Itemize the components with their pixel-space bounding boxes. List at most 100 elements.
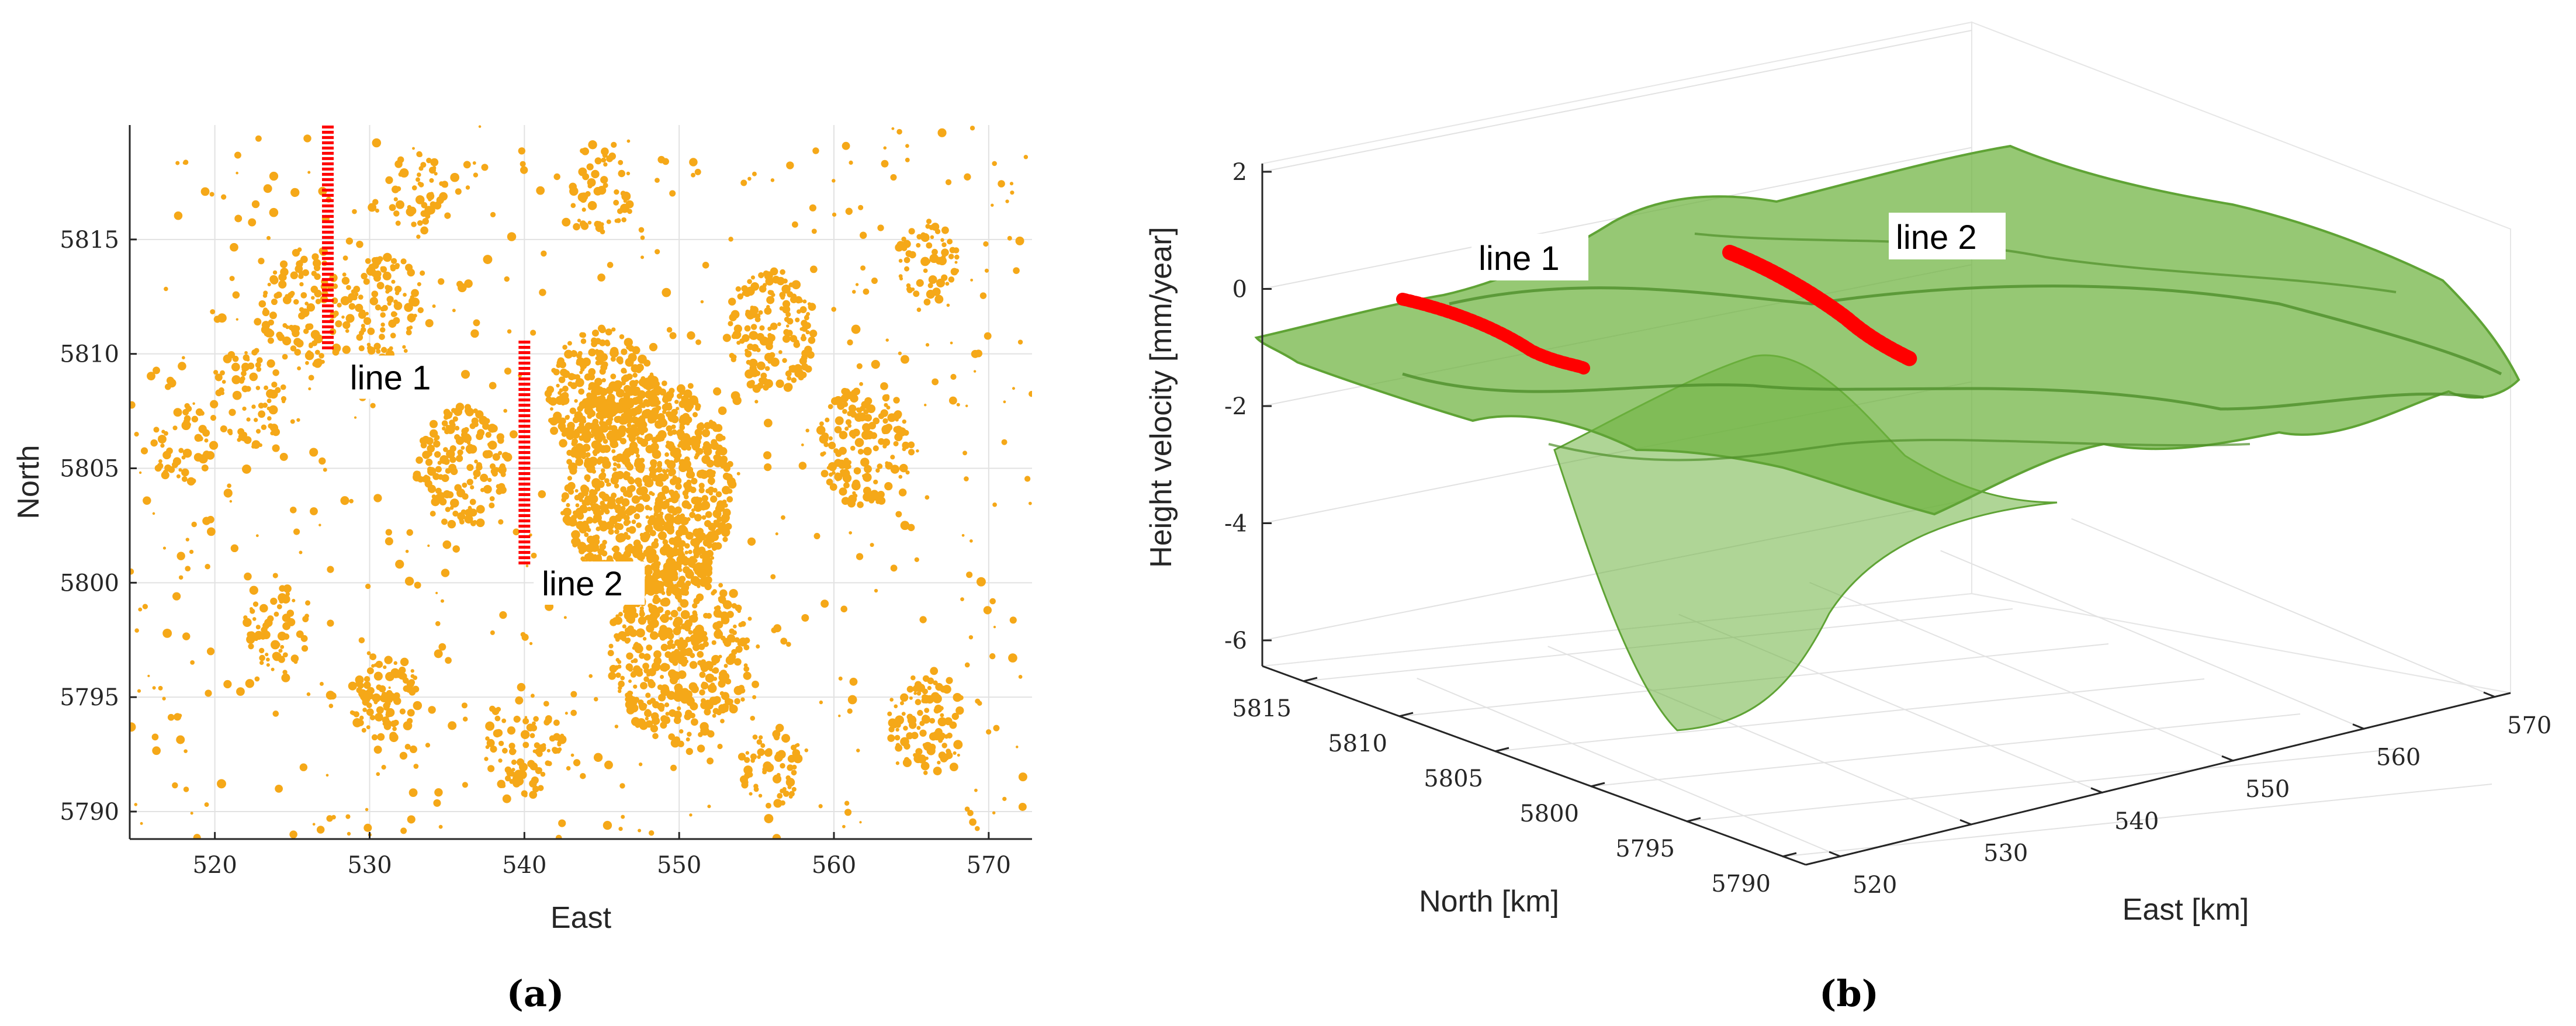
urban-area-point — [775, 751, 781, 757]
urban-area-point — [580, 338, 587, 344]
urban-area-point — [205, 689, 212, 697]
urban-area-point — [311, 296, 315, 300]
urban-area-point — [883, 146, 887, 150]
urban-area-point — [746, 286, 755, 296]
urban-area-point — [615, 672, 621, 678]
urban-area-point — [770, 574, 776, 580]
urban-area-point — [695, 405, 701, 411]
urban-area-point — [359, 715, 364, 720]
urban-area-point — [172, 457, 182, 466]
urban-area-point — [358, 310, 366, 319]
urban-area-point — [372, 693, 381, 703]
urban-area-point — [970, 126, 975, 131]
urban-area-point — [766, 802, 771, 809]
urban-area-point — [223, 680, 232, 689]
urban-area-point — [907, 524, 915, 532]
urban-area-point — [377, 256, 383, 262]
urban-area-point — [392, 726, 397, 732]
urban-area-point — [193, 834, 201, 839]
urban-area-point — [629, 441, 638, 450]
urban-area-point — [439, 498, 447, 506]
urban-area-point — [805, 330, 810, 335]
urban-area-point — [249, 585, 258, 595]
urban-area-point — [536, 186, 545, 195]
urban-area-point — [745, 350, 752, 358]
urban-area-point — [640, 682, 648, 690]
urban-area-point — [730, 637, 736, 643]
urban-area-point — [154, 465, 162, 472]
urban-area-point — [638, 354, 647, 364]
urban-area-point — [197, 411, 202, 416]
urban-area-point — [695, 339, 701, 345]
urban-area-point — [559, 439, 567, 448]
urban-area-point — [964, 173, 971, 181]
urban-area-point — [764, 463, 772, 472]
urban-area-point — [258, 403, 264, 409]
urban-area-point — [514, 770, 524, 779]
urban-area-point — [696, 422, 705, 431]
urban-area-point — [251, 404, 256, 409]
urban-area-point — [642, 493, 650, 502]
urban-area-point — [745, 751, 750, 755]
urban-area-point — [688, 558, 696, 566]
urban-area-point — [241, 385, 249, 393]
urban-area-point — [812, 147, 819, 154]
urban-area-point — [697, 744, 705, 753]
urban-area-point — [348, 303, 356, 310]
urban-area-point — [910, 715, 916, 721]
urban-area-point — [618, 612, 623, 617]
urban-area-point — [673, 538, 683, 548]
urban-area-point — [992, 161, 997, 167]
urban-area-point — [617, 508, 622, 512]
urban-area-point — [898, 351, 902, 355]
urban-area-point — [300, 308, 310, 317]
urban-area-point — [176, 474, 181, 479]
urban-area-point — [375, 660, 383, 668]
urban-area-point — [356, 240, 363, 248]
urban-area-point — [139, 471, 142, 474]
urban-area-point — [894, 734, 901, 741]
urban-area-point — [1003, 400, 1006, 404]
urban-area-point — [549, 735, 556, 742]
urban-area-point — [153, 366, 160, 375]
urban-area-point — [546, 748, 550, 753]
urban-area-point — [484, 757, 489, 761]
urban-area-point — [905, 250, 913, 257]
urban-area-point — [786, 330, 793, 337]
urban-area-point — [366, 667, 374, 675]
urban-area-point — [265, 653, 269, 657]
urban-area-point — [200, 187, 210, 196]
urban-area-point — [845, 207, 853, 215]
urban-area-point — [650, 566, 653, 569]
urban-area-point — [930, 692, 940, 701]
panel-b-annotation-line-1: line 1 — [1479, 240, 1560, 278]
urban-area-point — [255, 429, 261, 434]
urban-area-point — [697, 497, 703, 503]
urban-area-point — [608, 430, 614, 436]
urban-area-point — [552, 747, 558, 753]
urban-area-point — [489, 382, 497, 390]
urban-area-point — [974, 788, 978, 792]
urban-area-point — [261, 321, 271, 330]
urban-area-point — [871, 360, 880, 369]
urban-area-point — [615, 389, 625, 398]
urban-area-point — [721, 703, 729, 711]
urban-area-point — [699, 689, 705, 696]
urban-area-point — [625, 696, 631, 702]
urban-area-point — [816, 425, 826, 435]
urban-area-point — [280, 644, 285, 649]
urban-area-point — [214, 373, 223, 382]
urban-area-point — [585, 500, 591, 506]
urban-area-point — [625, 427, 632, 434]
urban-area-point — [377, 733, 385, 741]
urban-area-point — [698, 643, 705, 650]
urban-area-point — [826, 479, 833, 486]
urban-area-point — [774, 362, 778, 366]
urban-area-point — [693, 598, 700, 605]
urban-area-point — [684, 550, 689, 554]
urban-area-point — [749, 331, 759, 340]
urban-area-point — [329, 692, 337, 700]
urban-area-point — [588, 674, 593, 678]
urban-area-point — [416, 470, 421, 476]
urban-area-point — [704, 700, 711, 708]
